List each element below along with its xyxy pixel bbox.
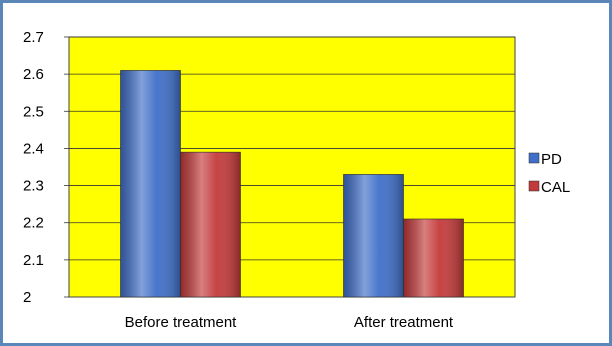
bar-shading	[120, 70, 181, 298]
legend-swatch-cal	[528, 180, 540, 192]
x-category-label: After treatment	[354, 314, 454, 331]
bars	[120, 70, 464, 298]
bar-chart: 2 2.1 2.2 2.3 2.4 2.5 2.6 2.7 Before treatment A…	[23, 29, 570, 331]
bar-shading	[343, 174, 404, 298]
legend: PD CAL	[528, 151, 570, 196]
bar-shading	[403, 218, 464, 298]
bar-shading	[180, 151, 241, 298]
legend-swatch-pd	[528, 152, 540, 164]
legend-label-pd: PD	[541, 151, 562, 168]
x-category-label: Before treatment	[125, 314, 238, 331]
y-tick-label: 2.2	[23, 215, 44, 232]
x-axis-labels: Before treatment After treatment	[125, 314, 454, 331]
legend-label-cal: CAL	[541, 179, 570, 196]
y-tick-label: 2.6	[23, 66, 44, 83]
y-axis-ticks: 2 2.1 2.2 2.3 2.4 2.5 2.6 2.7	[23, 29, 69, 306]
y-tick-label: 2.3	[23, 178, 44, 195]
y-tick-label: 2	[23, 289, 31, 306]
y-tick-label: 2.5	[23, 103, 44, 120]
y-tick-label: 2.1	[23, 252, 44, 269]
y-tick-label: 2.7	[23, 29, 44, 46]
y-tick-label: 2.4	[23, 140, 44, 157]
